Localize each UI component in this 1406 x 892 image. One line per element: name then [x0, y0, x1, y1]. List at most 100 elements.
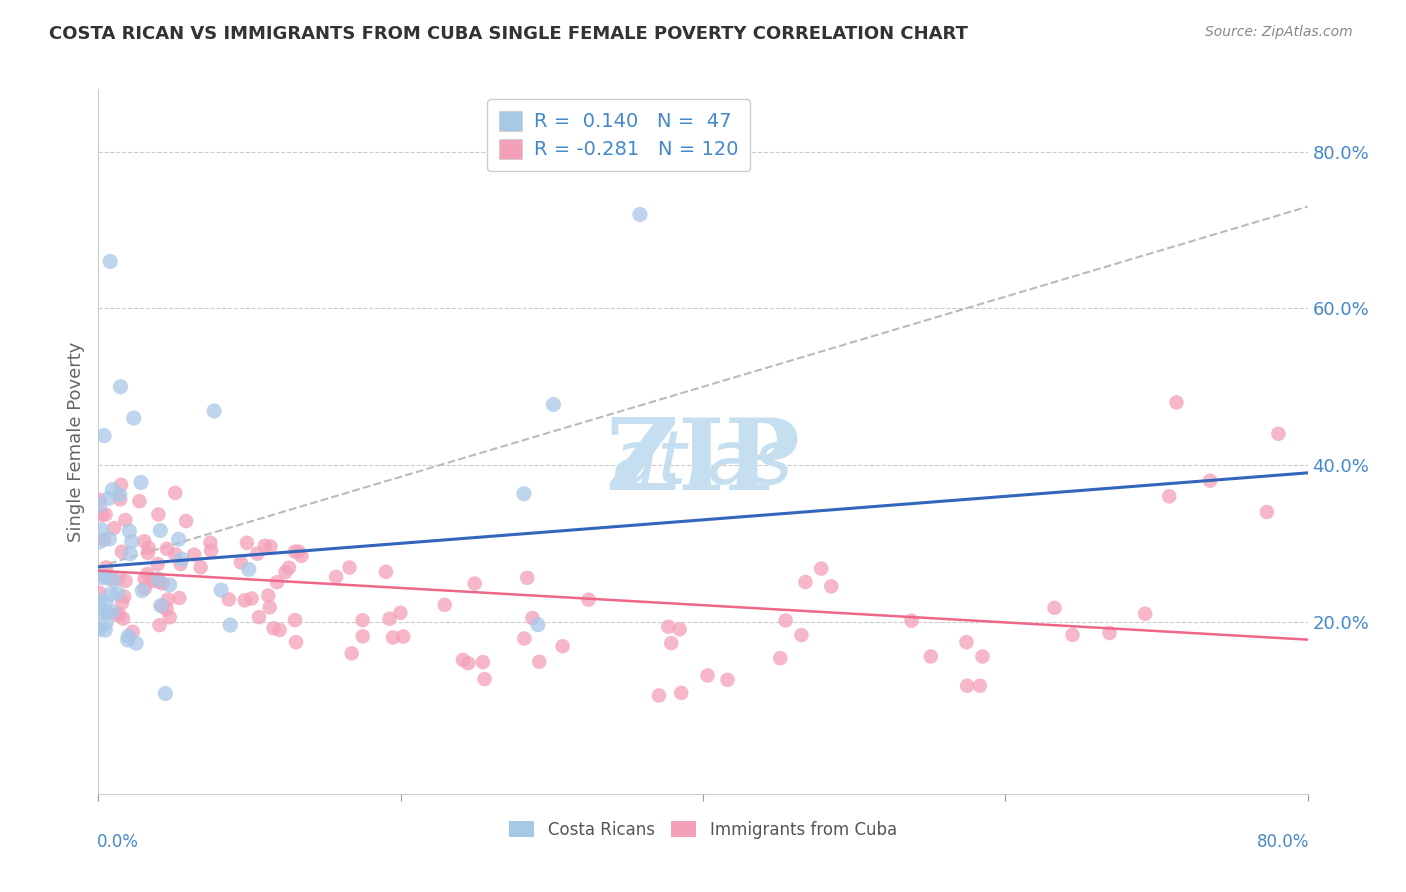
Point [111, 596, 134, 610]
Point [233, 593, 256, 607]
Point [1133, 607, 1156, 621]
Point [89, 593, 111, 607]
Point [287, 544, 309, 558]
Point [810, 561, 832, 575]
Point [155, 602, 177, 616]
Point [352, 629, 374, 643]
Point [91, 508, 114, 522]
Point [290, 549, 312, 563]
Point [578, 592, 600, 607]
Point [101, 605, 124, 619]
Point [769, 651, 792, 665]
Point [169, 591, 191, 605]
Point [100, 587, 122, 601]
Point [1043, 600, 1066, 615]
Point [218, 592, 240, 607]
Point [522, 611, 544, 625]
Point [170, 552, 193, 566]
Point [551, 639, 574, 653]
Point [148, 574, 170, 589]
Point [146, 572, 169, 586]
Point [120, 547, 142, 561]
Point [108, 488, 131, 502]
Point [516, 571, 538, 585]
Point [190, 560, 212, 574]
Point [159, 578, 181, 592]
Legend: Costa Ricans, Immigrants from Cuba: Costa Ricans, Immigrants from Cuba [502, 814, 904, 846]
Point [134, 572, 156, 586]
Point [128, 494, 150, 508]
Point [648, 689, 671, 703]
Point [114, 574, 136, 588]
Point [284, 545, 307, 559]
Point [159, 610, 181, 624]
Point [148, 618, 170, 632]
Point [236, 536, 259, 550]
Point [659, 636, 682, 650]
Point [972, 649, 994, 664]
Point [136, 546, 159, 560]
Point [543, 398, 565, 412]
Point [98, 572, 121, 586]
Point [93, 428, 115, 442]
Point [259, 540, 281, 554]
Point [96, 605, 118, 619]
Point [103, 521, 125, 535]
Point [107, 571, 129, 585]
Point [219, 618, 242, 632]
Point [105, 607, 128, 622]
Text: COSTA RICAN VS IMMIGRANTS FROM CUBA SINGLE FEMALE POVERTY CORRELATION CHART: COSTA RICAN VS IMMIGRANTS FROM CUBA SING… [49, 25, 969, 43]
Text: atlas: atlas [612, 426, 794, 499]
Point [628, 207, 651, 221]
Point [134, 582, 156, 596]
Point [529, 655, 551, 669]
Point [90, 523, 112, 537]
Point [97, 491, 120, 506]
Point [513, 487, 536, 501]
Point [657, 620, 679, 634]
Point [89, 585, 111, 599]
Point [920, 649, 942, 664]
Point [165, 486, 187, 500]
Point [274, 565, 297, 579]
Point [107, 586, 129, 600]
Point [96, 606, 118, 620]
Point [145, 573, 167, 587]
Point [121, 534, 143, 549]
Point [464, 576, 486, 591]
Text: ZIP: ZIP [606, 414, 800, 511]
Point [266, 575, 288, 590]
Point [91, 607, 114, 621]
Point [183, 548, 205, 562]
Point [1256, 505, 1278, 519]
Point [229, 555, 252, 569]
Point [285, 635, 308, 649]
Point [474, 672, 496, 686]
Text: 0.0%: 0.0% [97, 832, 139, 851]
Point [136, 566, 159, 581]
Point [200, 543, 222, 558]
Point [101, 483, 124, 497]
Point [696, 668, 718, 682]
Point [716, 673, 738, 687]
Point [114, 513, 136, 527]
Point [375, 565, 398, 579]
Point [89, 492, 111, 507]
Point [108, 607, 131, 622]
Point [94, 616, 117, 631]
Point [94, 508, 117, 522]
Point [112, 611, 135, 625]
Point [389, 606, 412, 620]
Point [98, 254, 121, 268]
Point [149, 524, 172, 538]
Point [93, 533, 115, 547]
Point [775, 614, 797, 628]
Point [121, 624, 143, 639]
Point [527, 617, 550, 632]
Point [1267, 426, 1289, 441]
Point [94, 623, 117, 637]
Point [156, 541, 179, 556]
Point [110, 380, 132, 394]
Point [134, 534, 156, 549]
Point [150, 599, 173, 614]
